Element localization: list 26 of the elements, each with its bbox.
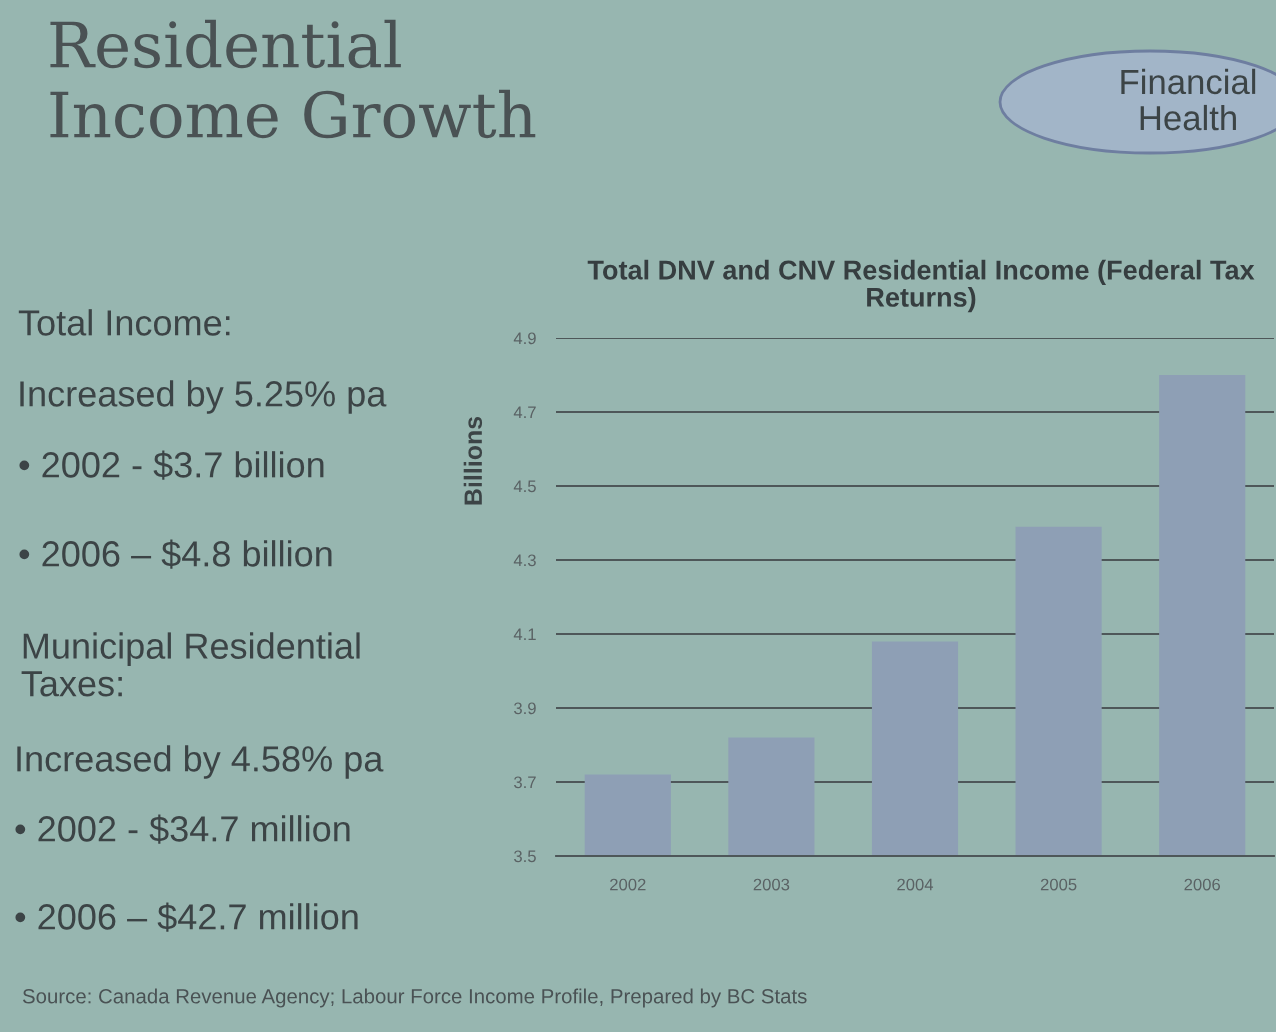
text: Increased by 4.58% pa: [17, 745, 384, 779]
text: • 2002 - $3.7 billion: [19, 450, 324, 480]
chart-subtitle: Total DNV and CNV Residential Income (Federal Tax Returns): [587, 259, 1255, 313]
text: • 2006 – $42.7 million: [15, 902, 358, 932]
chart-title: Residential Income Growth: [50, 19, 536, 139]
text: • 2006 – $4.8 billion: [19, 539, 332, 569]
x-tick-label: 2004: [897, 878, 934, 891]
y-tick-label: 4.5: [513, 480, 536, 493]
source-note: Source: Canada Revenue Agency; Labour Force Income Profile, Prepared by BC Stats: [22, 988, 807, 1008]
y-tick-label: 4.3: [513, 554, 536, 567]
y-tick-label: 4.1: [513, 628, 536, 641]
text: Financial Health: [1121, 68, 1256, 131]
x-tick-label: 2005: [1040, 878, 1077, 891]
y-tick-label: 4.7: [513, 406, 536, 419]
text: Total Income:: [18, 309, 230, 336]
y-tick-label: 3.5: [514, 850, 536, 863]
text: Municipal Residential Taxes:: [21, 632, 360, 697]
y-axis-title: Billions: [463, 416, 483, 505]
y-tick-label: 3.9: [514, 702, 536, 715]
text: Increased by 5.25% pa: [20, 380, 387, 414]
y-tick-label: 4.9: [513, 332, 536, 345]
text: • 2002 - $34.7 million: [15, 814, 350, 844]
y-tick-label: 3.7: [514, 776, 536, 789]
x-tick-label: 2006: [1184, 878, 1221, 891]
x-tick-label: 2002: [610, 878, 646, 891]
x-tick-label: 2003: [753, 878, 790, 891]
